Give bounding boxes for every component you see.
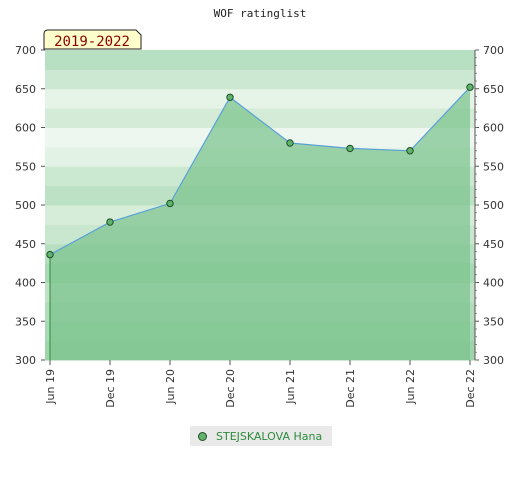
legend: STEJSKALOVA Hana [190, 426, 332, 446]
y-tick-label-left: 650 [15, 83, 36, 96]
y-tick-label-left: 300 [15, 354, 36, 367]
background-band [45, 50, 475, 70]
data-point [46, 250, 54, 259]
chart-title: WOF ratinglist [214, 7, 307, 20]
data-point [286, 139, 294, 147]
series-markers [46, 83, 474, 360]
x-tick-label: Jun 21 [284, 369, 297, 405]
data-point [166, 199, 174, 208]
data-point [406, 147, 414, 155]
y-tick-label-right: 350 [483, 315, 504, 328]
y-tick-label-right: 500 [483, 199, 504, 212]
data-point [226, 93, 234, 101]
y-axis-right: 300 350 400 450 500 550 600 650 700 [474, 44, 504, 367]
legend-marker [198, 431, 207, 441]
y-tick-label-left: 700 [15, 44, 36, 57]
data-point [466, 83, 474, 91]
year-badge-label: 2019-2022 [54, 34, 130, 50]
y-tick-label-left: 500 [15, 199, 36, 212]
y-tick-label-left: 450 [15, 238, 36, 251]
series-line [49, 86, 471, 256]
background-band [45, 108, 475, 128]
background-band [45, 69, 475, 90]
data-point [106, 218, 114, 226]
y-tick-label-left: 600 [15, 122, 36, 135]
year-badge: 2019-2022 [43, 29, 142, 50]
y-tick-label-left: 400 [15, 277, 36, 290]
y-axis-left: 300 350 400 450 500 550 600 650 700 [15, 44, 45, 367]
y-tick-label-right: 650 [483, 83, 504, 96]
x-tick-label: Dec 22 [464, 369, 477, 408]
x-axis: Jun 19 Dec 19 Jun 20 Dec 20 Jun 21 Dec 21 Jun … [44, 360, 477, 408]
x-tick-label: Dec 19 [104, 369, 117, 408]
x-tick-label: Dec 21 [344, 369, 357, 408]
y-tick-label-right: 300 [483, 354, 504, 367]
x-tick-label: Dec 20 [224, 369, 237, 408]
x-tick-label: Jun 19 [44, 369, 57, 405]
y-tick-label-right: 400 [483, 277, 504, 290]
series-area-fill [50, 87, 470, 360]
y-tick-label-left: 550 [15, 160, 36, 173]
y-tick-label-right: 550 [483, 160, 504, 173]
y-tick-label-right: 600 [483, 122, 504, 135]
legend-label: STEJSKALOVA Hana [216, 429, 323, 443]
x-tick-label: Jun 20 [164, 369, 177, 405]
y-tick-label-right: 450 [483, 238, 504, 251]
background-band [45, 88, 475, 109]
y-tick-label-right: 700 [483, 44, 504, 57]
data-point [346, 144, 354, 153]
x-tick-label: Jun 22 [404, 369, 417, 405]
y-tick-label-left: 350 [15, 315, 36, 328]
